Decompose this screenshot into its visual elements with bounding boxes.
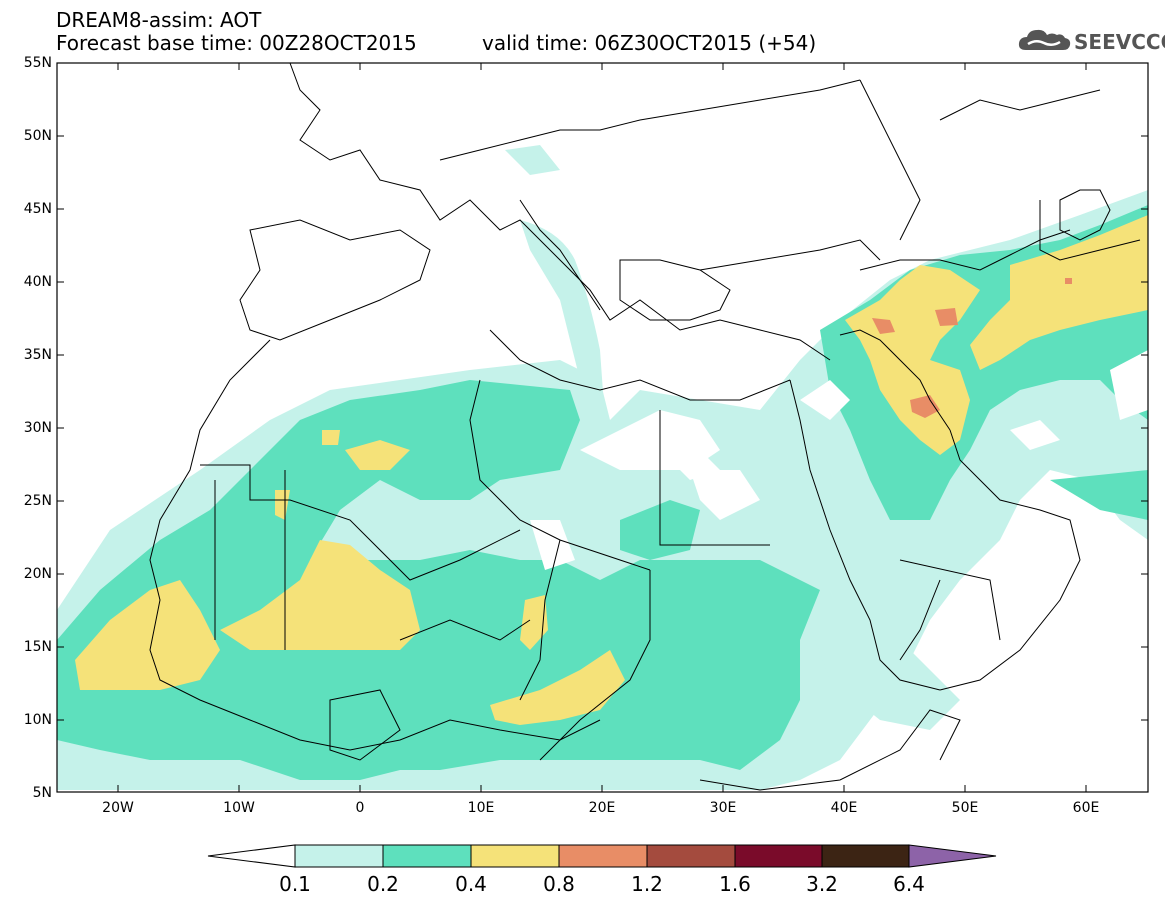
lat-label-40n: 40N (23, 274, 52, 290)
colorbar-label-1.6: 1.6 (719, 872, 751, 896)
lon-label-10w: 10W (223, 800, 255, 816)
map-title: DREAM8-assim: AOT (56, 8, 262, 32)
lat-label-5n: 5N (32, 785, 52, 801)
lon-label-40e: 40E (830, 800, 858, 816)
colorbar-label-1.2: 1.2 (631, 872, 663, 896)
lon-ticks (117, 63, 1087, 792)
lat-label-25n: 25N (23, 493, 52, 509)
colorbar-label-0.2: 0.2 (367, 872, 399, 896)
lat-label-10n: 10N (23, 712, 52, 728)
logo-text: SEEVCCC (1074, 30, 1165, 54)
lat-ticks (57, 62, 1148, 721)
lon-label-10e: 10E (467, 800, 495, 816)
lon-label-20w: 20W (102, 800, 134, 816)
lat-label-55n: 55N (23, 55, 52, 71)
lon-label-50e: 50E (951, 800, 979, 816)
lat-label-35n: 35N (23, 347, 52, 363)
lat-label-15n: 15N (23, 639, 52, 655)
cloud-logo-icon (1018, 29, 1071, 50)
aot-contours (57, 63, 1148, 791)
aot-band-0.4-0.8 (75, 215, 1148, 725)
lon-label-20e: 20E (588, 800, 616, 816)
lat-label-30n: 30N (23, 420, 52, 436)
colorbar-label-0.8: 0.8 (543, 872, 575, 896)
forecast-base-time: Forecast base time: 00Z28OCT2015 (56, 31, 417, 55)
lat-label-45n: 45N (23, 201, 52, 217)
colorbar-label-3.2: 3.2 (806, 872, 838, 896)
coastlines-borders (149, 63, 1141, 791)
aot-band-0.8-1.2 (872, 278, 1072, 418)
lat-label-20n: 20N (23, 566, 52, 582)
seevccc-logo: SEEVCCC (1016, 24, 1165, 56)
lon-label-30e: 30E (709, 800, 737, 816)
lat-label-50n: 50N (23, 128, 52, 144)
colorbar-label-6.4: 6.4 (893, 872, 925, 896)
lon-label-0: 0 (355, 800, 365, 816)
lon-label-60e: 60E (1072, 800, 1100, 816)
colorbar-label-0.4: 0.4 (455, 872, 487, 896)
aot-low-holes (530, 350, 1148, 570)
colorbar-label-0.1: 0.1 (279, 872, 311, 896)
valid-time: valid time: 06Z30OCT2015 (+54) (482, 31, 817, 55)
